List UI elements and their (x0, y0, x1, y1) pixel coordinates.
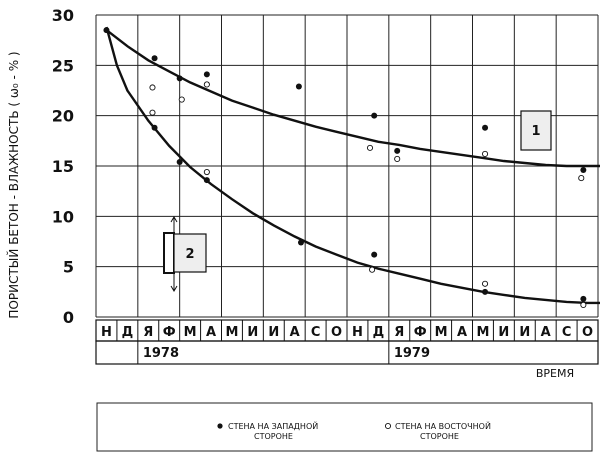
month-label: И (519, 325, 530, 340)
curve-1-label: 1 (531, 124, 540, 139)
year-axis: 1978 1979 (95, 340, 599, 365)
data-points (103, 27, 587, 308)
data-point-west (371, 251, 378, 258)
data-point-west (203, 71, 210, 78)
data-point-west (482, 124, 489, 131)
month-label: Д (373, 325, 385, 340)
legend-west-label-line2: СТОРОНЕ (254, 432, 293, 441)
data-point-west (103, 27, 110, 34)
month-label: И (268, 325, 279, 340)
trend-curve-2 (105, 26, 600, 305)
year-label: 1978 (143, 346, 179, 361)
curve-2-bracket-arrow-down (170, 285, 178, 292)
month-label: О (582, 325, 593, 340)
data-point-west (151, 124, 158, 131)
month-label: И (247, 325, 258, 340)
data-point-west (482, 288, 489, 295)
data-point-east (481, 150, 489, 157)
legend-east-label-line2: СТОРОНЕ (420, 432, 459, 441)
month-label: А (290, 325, 300, 340)
data-point-west (295, 83, 302, 90)
month-label: Н (101, 325, 112, 340)
month-label: А (541, 325, 551, 340)
data-point-west (151, 55, 158, 62)
month-label: И (498, 325, 509, 340)
data-point-east (481, 280, 489, 287)
data-point-east (366, 144, 374, 151)
y-tick-label: 30 (52, 6, 74, 25)
y-tick-label: 10 (52, 207, 74, 226)
month-label: Я (394, 325, 404, 340)
data-point-east (178, 96, 185, 103)
y-tick-label: 20 (52, 107, 74, 126)
data-point-west (371, 112, 378, 119)
legend-box (96, 402, 593, 452)
data-point-west (297, 239, 304, 246)
data-point-west (394, 147, 401, 154)
legend-east-label-line1: СТЕНА НА ВОСТОЧНОЙ (395, 420, 491, 431)
month-label: Ф (163, 325, 176, 340)
trend-curves (105, 26, 600, 305)
legend-east-marker (384, 422, 392, 430)
month-label: А (206, 325, 216, 340)
legend-west-marker (217, 423, 223, 429)
data-point-east (394, 155, 401, 163)
legend: СТЕНА НА ЗАПАДНОЙ СТОРОНЕ СТЕНА НА ВОСТО… (96, 402, 593, 452)
year-row-box (95, 340, 599, 365)
data-point-east (578, 175, 585, 182)
y-tick-label: 0 (63, 308, 74, 327)
data-point-east (149, 84, 156, 91)
month-label: Я (143, 325, 153, 340)
month-label: С (311, 325, 321, 340)
y-tick-label: 25 (52, 56, 74, 75)
y-tick-label: 5 (63, 258, 74, 277)
data-point-east (203, 81, 210, 88)
x-axis-label: ВРЕМЯ (536, 367, 574, 380)
year-label: 1979 (394, 346, 430, 361)
legend-west-label-line1: СТЕНА НА ЗАПАДНОЙ (228, 420, 318, 431)
curve-2-bracket-arrow-up (170, 216, 178, 223)
data-point-east (580, 301, 587, 308)
curve-2-marker-bar (163, 232, 175, 274)
curve-2-label-box (173, 233, 207, 273)
curve-labels: 12 (163, 110, 552, 292)
y-axis-tick-labels: 0 5 10 15 20 25 30 (52, 6, 74, 327)
data-point-west (580, 295, 587, 302)
month-label: М (435, 325, 448, 340)
month-label: О (331, 325, 342, 340)
month-label: Н (352, 325, 363, 340)
curve-1-label-box (520, 110, 552, 151)
month-label: М (476, 325, 489, 340)
trend-curve-1 (105, 29, 600, 168)
data-point-east (203, 168, 210, 176)
data-point-west (176, 158, 183, 165)
data-point-east (149, 109, 156, 116)
curve-2-label: 2 (185, 247, 194, 262)
month-label: М (184, 325, 197, 340)
data-point-east (369, 266, 376, 273)
month-label: С (562, 325, 572, 340)
month-label: А (457, 325, 467, 340)
month-label: Ф (414, 325, 427, 340)
y-axis-label: ПОРИСТЫЙ БЕТОН - ВЛАЖНОСТЬ ( ω₀ - % ) (6, 51, 21, 318)
data-point-west (580, 167, 587, 174)
data-point-west (203, 177, 210, 184)
data-point-west (176, 75, 183, 82)
month-label: Д (122, 325, 134, 340)
y-tick-label: 15 (52, 157, 74, 176)
month-label: М (225, 325, 238, 340)
